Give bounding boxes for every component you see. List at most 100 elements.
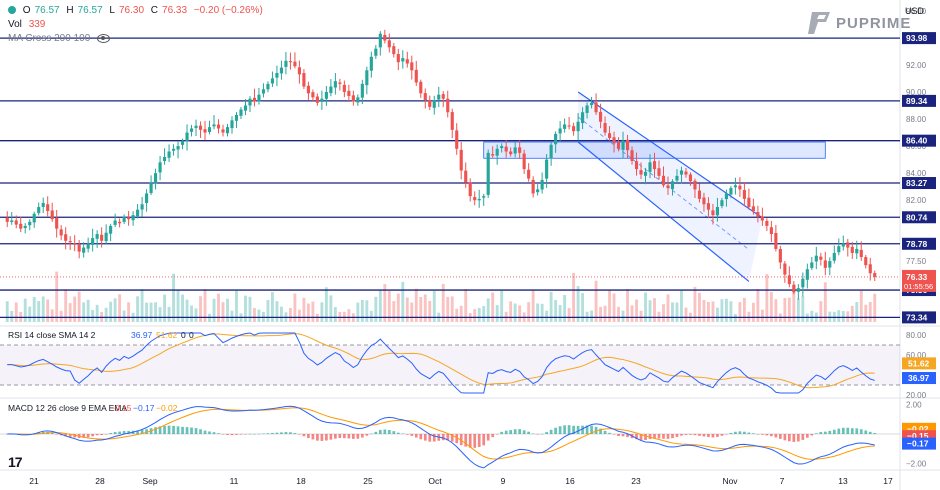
volume-bar xyxy=(158,307,162,322)
macd-histogram-bar xyxy=(338,434,342,439)
macd-histogram-bar xyxy=(671,434,674,439)
macd-histogram-bar xyxy=(347,434,351,439)
macd-histogram-bar xyxy=(635,434,638,440)
candle-body xyxy=(828,261,832,268)
candle-body xyxy=(432,100,436,108)
brand-name: PUPRIME xyxy=(836,14,912,32)
candle-body xyxy=(104,232,108,242)
candle-body xyxy=(437,94,441,100)
volume-bar xyxy=(176,289,180,322)
candle-body xyxy=(868,264,872,274)
candle-body xyxy=(702,197,706,205)
macd-histogram-bar xyxy=(675,434,679,437)
rsi-line xyxy=(7,332,875,394)
macd-histogram-bar xyxy=(477,434,481,447)
volume-bar xyxy=(64,289,68,322)
volume-bar xyxy=(172,273,175,322)
candle-body xyxy=(428,99,432,107)
volume-bar xyxy=(581,293,585,322)
volume-bar xyxy=(221,302,225,322)
volume-bar xyxy=(441,283,445,322)
level-label: 83.27 xyxy=(906,178,928,188)
macd-histogram-bar xyxy=(244,434,247,435)
candle-body xyxy=(122,216,126,222)
volume-bar xyxy=(28,306,32,322)
candle-body xyxy=(82,247,86,253)
volume-bar xyxy=(118,294,122,322)
volume-bar xyxy=(536,303,540,322)
volume-bar xyxy=(266,300,270,322)
macd-histogram-bar xyxy=(257,433,261,435)
x-tick-label: 9 xyxy=(501,476,506,486)
level-label: 78.78 xyxy=(906,239,928,249)
volume-bar xyxy=(271,292,274,322)
candle-body xyxy=(203,129,207,133)
candle-body xyxy=(540,179,544,190)
candle-body xyxy=(387,40,391,48)
volume-bar xyxy=(410,302,414,322)
candle-body xyxy=(275,73,279,78)
macd-histogram-bar xyxy=(572,425,575,434)
volume-bar xyxy=(621,310,625,322)
candle-body xyxy=(509,151,513,155)
rsi-band xyxy=(0,345,900,385)
volume-value: 339 xyxy=(28,19,46,30)
macd-value-label: −0.17 xyxy=(907,439,929,449)
candle-body xyxy=(410,62,414,71)
macd-histogram-bar xyxy=(473,434,477,448)
volume-bar xyxy=(648,300,652,322)
candle-body xyxy=(621,140,625,150)
volume-bar xyxy=(644,292,647,322)
macd-histogram-bar xyxy=(432,434,436,442)
candle-body xyxy=(594,102,598,113)
volume-bar xyxy=(405,297,409,322)
macd-histogram-bar xyxy=(864,430,868,434)
candle-body xyxy=(5,217,9,222)
volume-bar xyxy=(293,293,297,322)
candle-body xyxy=(198,125,203,130)
macd-value-tag xyxy=(902,437,936,450)
macd-histogram-bar xyxy=(765,434,769,436)
candle-body xyxy=(55,217,59,229)
volume-bar xyxy=(41,296,45,322)
macd-histogram-bar xyxy=(289,432,292,434)
candle-body xyxy=(302,73,306,87)
eye-hidden-icon[interactable] xyxy=(97,33,111,43)
level-label-box xyxy=(902,94,936,107)
macd-histogram-bar xyxy=(522,430,526,434)
volume-bar xyxy=(626,288,629,322)
macd-histogram-bar xyxy=(567,425,571,434)
macd-histogram-bar xyxy=(810,434,814,436)
volume-bar xyxy=(509,301,513,322)
ma-legend[interactable]: MA Cross 200 100 xyxy=(8,33,114,44)
currency-label[interactable]: USD xyxy=(904,6,924,16)
volume-bar xyxy=(819,301,823,322)
volume-bar xyxy=(104,307,108,322)
rsi-legend-extra: 0 xyxy=(189,330,194,340)
candle-body xyxy=(751,206,755,212)
volume-bar xyxy=(486,298,490,322)
volume-bar xyxy=(244,295,247,322)
macd-histogram-bar xyxy=(743,431,746,434)
macd-histogram-bar xyxy=(100,434,103,435)
candle-body xyxy=(252,97,257,102)
candle-body xyxy=(356,97,360,103)
macd-histogram-bar xyxy=(540,433,544,435)
volume-bar xyxy=(423,294,427,322)
rsi-value-label: 36.97 xyxy=(908,373,930,383)
macd-histogram-bar xyxy=(513,429,517,434)
macd-histogram-bar xyxy=(230,434,234,436)
candle-body xyxy=(360,83,364,98)
macd-histogram-bar xyxy=(707,434,710,438)
x-tick-label: 13 xyxy=(838,476,848,486)
macd-histogram-bar xyxy=(311,434,315,440)
volume-bar xyxy=(50,309,54,322)
x-tick-label: 16 xyxy=(565,476,575,486)
macd-histogram-bar xyxy=(280,432,283,434)
level-label: 73.34 xyxy=(906,312,928,322)
candle-body xyxy=(846,242,850,248)
candle-body xyxy=(37,206,41,214)
volume-bar xyxy=(639,310,643,322)
